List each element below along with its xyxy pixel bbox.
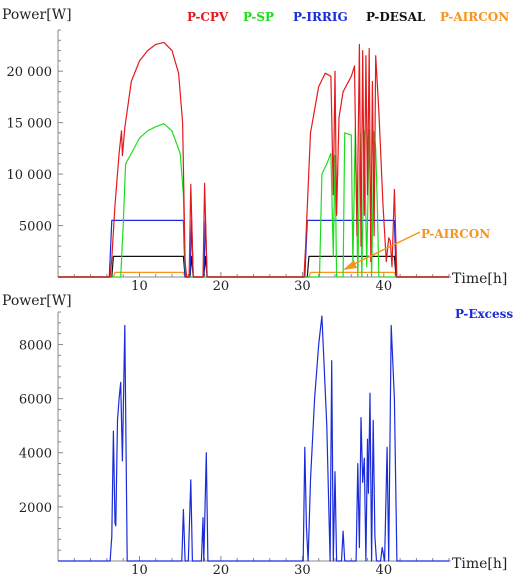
- aircon-annotation-arrow: [349, 231, 421, 267]
- top-y-tick-label: 10 000: [7, 168, 53, 183]
- series-p-desal: [58, 255, 449, 278]
- legend-p-irrig: P-IRRIG: [293, 10, 348, 24]
- bottom-y-tick-label: 8000: [19, 338, 52, 353]
- top-y-tick-label: 20 000: [7, 65, 53, 80]
- top-x-tick-label: 10: [131, 279, 148, 294]
- top-legend: P-CPV P-SP P-IRRIG P-DESAL P-AIRCON: [187, 10, 509, 24]
- top-series-group: [58, 41, 449, 278]
- top-x-tick-label: 20: [213, 279, 230, 294]
- bottom-x-tick-label: 40: [376, 563, 393, 574]
- aircon-annotation-label: P-AIRCON: [421, 227, 490, 241]
- top-y-axis-title: Power[W]: [2, 7, 72, 23]
- top-x-tick-label: 40: [376, 279, 393, 294]
- top-y-tick-label: 5000: [19, 220, 52, 235]
- top-x-axis-title: Time[h]: [452, 271, 507, 287]
- bottom-y-axis-title: Power[W]: [2, 293, 72, 309]
- legend-p-cpv: P-CPV: [187, 10, 229, 24]
- bottom-y-tick-label: 4000: [19, 447, 52, 462]
- legend-p-desal: P-DESAL: [366, 10, 426, 24]
- legend-p-aircon: P-AIRCON: [440, 10, 509, 24]
- bottom-x-tick-label: 20: [213, 563, 230, 574]
- series-p-cpv: [58, 41, 449, 278]
- bottom-y-tick-label: 2000: [19, 501, 52, 516]
- series-p-excess: [58, 315, 449, 562]
- bottom-y-tick-label: 6000: [19, 393, 52, 408]
- aircon-annotation-arrowhead: [343, 260, 357, 270]
- bottom-axes: 10 20 30 40 2000 4000 6000 8000: [19, 311, 451, 574]
- legend-p-excess: P-Excess: [455, 307, 513, 321]
- bottom-excess-chart: Power[W] Time[h] 10 20 30 40 2000 4000 6000 800…: [2, 293, 513, 574]
- series-p-sp: [58, 123, 449, 278]
- bottom-x-axis-title: Time[h]: [452, 556, 507, 572]
- top-axes: 10 20 30 40 5000 10 000 15 000 20 000: [7, 29, 451, 294]
- top-x-tick-label: 30: [294, 279, 311, 294]
- bottom-x-tick-label: 10: [131, 563, 148, 574]
- top-power-chart: Power[W] Time[h] 10 20 30 40 5000 10 000 15 00…: [2, 7, 509, 294]
- bottom-x-tick-label: 30: [294, 563, 311, 574]
- aircon-annotation: P-AIRCON: [343, 227, 490, 270]
- legend-p-sp: P-SP: [243, 10, 274, 24]
- top-y-tick-label: 15 000: [7, 117, 53, 132]
- bottom-series-group: [58, 315, 449, 562]
